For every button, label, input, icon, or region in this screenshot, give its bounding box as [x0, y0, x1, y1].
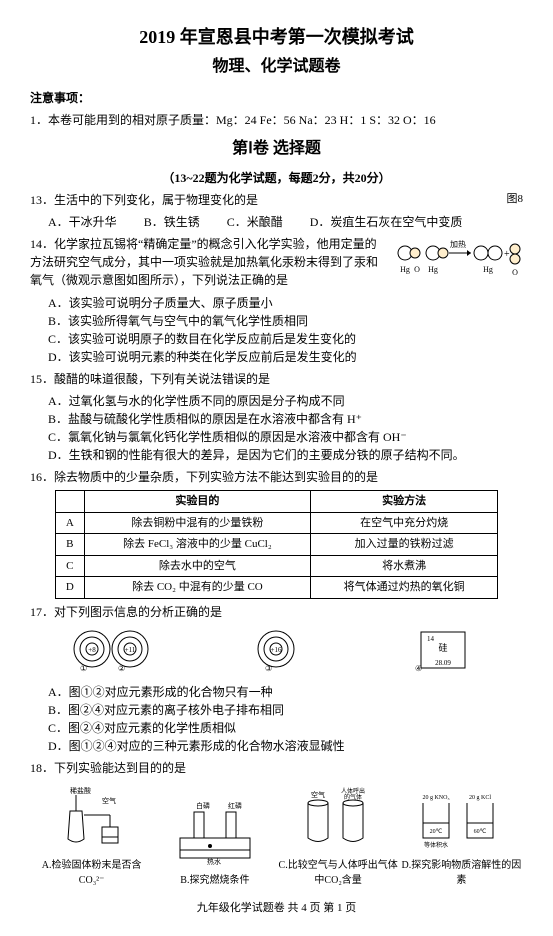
svg-text:硅: 硅 — [438, 642, 447, 653]
q18-fig-c: 空气 人体呼出 的气体 C.比较空气与人体呼出气体中CO₂含量 — [277, 783, 400, 888]
q15-c: C．氯氧化钠与氯氧化钙化学性质相似的原因是水溶液中都含有 OH⁻ — [48, 428, 523, 446]
svg-text:②: ② — [118, 664, 125, 672]
note-label: 注意事项： — [30, 91, 90, 105]
svg-text:白磷: 白磷 — [196, 801, 210, 810]
svg-text:60℃: 60℃ — [474, 829, 487, 835]
q18-fig-d: 20 g KNO₃ 等体积水 20 g KCl 20℃ 60℃ D.探究影响物质… — [400, 783, 523, 888]
q18-b-cap: B.探究燃烧条件 — [153, 873, 276, 888]
svg-text:20 g KNO₃: 20 g KNO₃ — [423, 795, 450, 801]
svg-text:空气: 空气 — [102, 796, 116, 805]
svg-text:Hg: Hg — [400, 265, 410, 274]
q17-a: A．图①②对应元素形成的化合物只有一种 — [48, 683, 523, 701]
q14-d: D．该实验可说明元素的种类在化学反应前后是发生变化的 — [48, 348, 523, 366]
title-main: 2019 年宣恩县中考第一次模拟考试 — [30, 24, 523, 51]
section1-head: 第Ⅰ卷 选择题 — [30, 137, 523, 161]
q13-stem: 13．生活中的下列变化，属于物理变化的是 — [30, 193, 258, 207]
q18-c-cap: C.比较空气与人体呼出气体中CO₂含量 — [277, 858, 400, 888]
r2c1: 除去水中的空气 — [84, 555, 310, 577]
q14-diagram: Hg O Hg 加热 Hg + O — [393, 235, 523, 290]
q15-a: A．过氧化氢与水的化学性质不同的原因是分子构成不同 — [48, 392, 523, 410]
q13-a: A．干冰升华 — [48, 215, 117, 229]
svg-text:③: ③ — [265, 664, 272, 672]
svg-text:稀盐酸: 稀盐酸 — [70, 786, 91, 795]
q18-fig-a: 稀盐酸 空气 A.检验固体粉末是否含CO₃²⁻ — [30, 783, 153, 888]
q17-b: B．图②④对应元素的离子核外电子排布相同 — [48, 701, 523, 719]
q16-table: 实验目的 实验方法 A 除去铜粉中混有的少量铁粉 在空气中充分灼烧 B 除去 F… — [55, 490, 499, 599]
svg-text:+16: +16 — [271, 646, 282, 654]
svg-text:+11: +11 — [125, 646, 136, 654]
svg-text:加热: 加热 — [450, 239, 466, 249]
svg-text:14: 14 — [427, 635, 435, 643]
q18-figs: 稀盐酸 空气 A.检验固体粉末是否含CO₃²⁻ 白磷 红磷 热水 B.探究燃烧条… — [30, 783, 523, 888]
r0c0: A — [55, 512, 84, 534]
svg-text:等体积水: 等体积水 — [424, 841, 448, 849]
q14-stem: 14．化学家拉瓦锡将“精确定量”的概念引入化学实验，他用定量的方法研究空气成分，… — [30, 237, 378, 287]
svg-text:的气体: 的气体 — [344, 793, 362, 801]
q13-b: B．铁生锈 — [144, 215, 200, 229]
q17-c: C．图②④对应元素的化学性质相似 — [48, 719, 523, 737]
note-1: 1．本卷可能用到的相对原子质量：Mg：24 Fe：56 Na：23 H：1 S：… — [30, 111, 523, 129]
r3c1: 除去 CO₂ 中混有的少量 CO — [84, 577, 310, 599]
svg-text:空气: 空气 — [311, 790, 325, 799]
svg-text:Hg: Hg — [483, 265, 493, 274]
r3c0: D — [55, 577, 84, 599]
svg-text:28.09: 28.09 — [435, 659, 451, 667]
q14-a: A．该实验可说明分子质量大、原子质量小 — [48, 294, 523, 312]
q18-d-cap: D.探究影响物质溶解性的因素 — [400, 858, 523, 888]
th-2: 实验方法 — [310, 491, 497, 513]
r2c0: C — [55, 555, 84, 577]
q17-stem: 17．对下列图示信息的分析正确的是 — [30, 603, 523, 621]
q15-d: D．生铁和钢的性能有很大的差异，是因为它们的主要成分铁的原子结构不同。 — [48, 446, 523, 464]
svg-text:+8: +8 — [88, 646, 96, 654]
r0c1: 除去铜粉中混有的少量铁粉 — [84, 512, 310, 534]
th-0 — [55, 491, 84, 513]
q17-figs: +8 ① +11 ② +16 ③ 14 硅 28.09 ④ — [30, 627, 523, 677]
svg-text:20℃: 20℃ — [430, 829, 443, 835]
fig8-label: 图8 — [507, 191, 524, 208]
q14-b: B．该实验所得氧气与空气中的氧气化学性质相同 — [48, 312, 523, 330]
svg-text:红磷: 红磷 — [228, 801, 242, 810]
svg-text:20 g KCl: 20 g KCl — [469, 795, 491, 801]
svg-text:人体呼出: 人体呼出 — [341, 787, 365, 795]
svg-text:①: ① — [80, 664, 87, 672]
q13-d: D．炭疽生石灰在空气中变质 — [310, 215, 463, 229]
q17-fig1: +8 ① +11 ② — [30, 627, 194, 677]
q17-fig3: +16 ③ — [194, 627, 358, 677]
section1-sub: （13~22题为化学试题，每题2分，共20分） — [30, 169, 523, 187]
svg-text:④: ④ — [415, 664, 422, 672]
svg-text:热水: 热水 — [207, 857, 221, 866]
q15-stem: 15．酸醋的味道很酸，下列有关说法错误的是 — [30, 370, 523, 388]
q16-stem: 16．除去物质中的少量杂质，下列实验方法不能达到实验目的的是 — [30, 468, 523, 486]
svg-text:Hg: Hg — [428, 265, 438, 274]
q18-a-cap: A.检验固体粉末是否含CO₃²⁻ — [30, 858, 153, 888]
r2c2: 将水煮沸 — [310, 555, 497, 577]
th-1: 实验目的 — [84, 491, 310, 513]
svg-text:O: O — [512, 268, 518, 277]
q15-b: B．盐酸与硫酸化学性质相似的原因是在水溶液中都含有 H⁺ — [48, 410, 523, 428]
svg-text:+: + — [504, 249, 510, 260]
r0c2: 在空气中充分灼烧 — [310, 512, 497, 534]
q17-fig4: 14 硅 28.09 ④ — [359, 627, 523, 677]
title-sub: 物理、化学试题卷 — [30, 55, 523, 79]
page-footer: 九年级化学试题卷 共 4 页 第 1 页 — [30, 900, 523, 917]
q17-d: D．图①②④对应的三种元素形成的化合物水溶液显碱性 — [48, 737, 523, 755]
r1c1: 除去 FeCl₃ 溶液中的少量 CuCl₂ — [84, 534, 310, 556]
q13-c: C．米酿醋 — [227, 215, 283, 229]
q14-c: C．该实验可说明原子的数目在化学反应前后是发生变化的 — [48, 330, 523, 348]
r1c2: 加入过量的铁粉过滤 — [310, 534, 497, 556]
r1c0: B — [55, 534, 84, 556]
r3c2: 将气体通过灼热的氧化铜 — [310, 577, 497, 599]
q18-fig-b: 白磷 红磷 热水 B.探究燃烧条件 — [153, 798, 276, 888]
q18-stem: 18．下列实验能达到目的的是 — [30, 759, 523, 777]
svg-text:O: O — [414, 265, 420, 274]
